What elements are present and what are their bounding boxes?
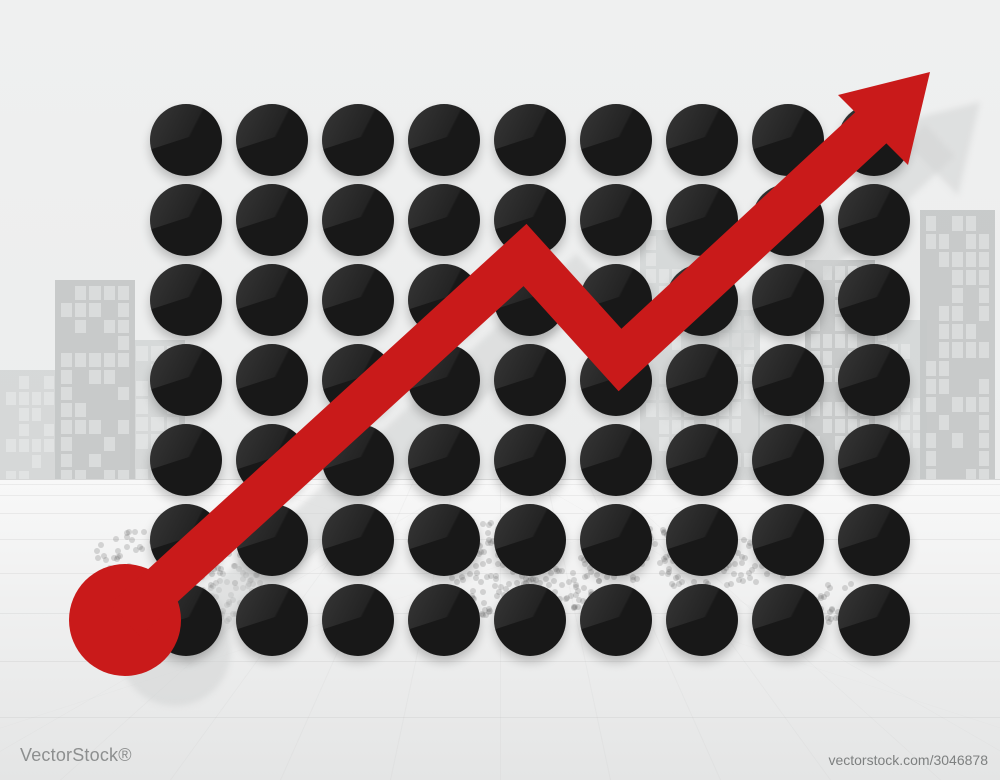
trend-arrow: [0, 0, 1000, 780]
watermark-id-number: 3046878: [933, 752, 988, 768]
watermark-id: vectorstock.com/3046878: [828, 752, 988, 768]
watermark-brand: VectorStock®: [20, 745, 132, 766]
stage: VectorStock® vectorstock.com/3046878: [0, 0, 1000, 780]
watermark-id-prefix: vectorstock.com/: [828, 752, 933, 768]
